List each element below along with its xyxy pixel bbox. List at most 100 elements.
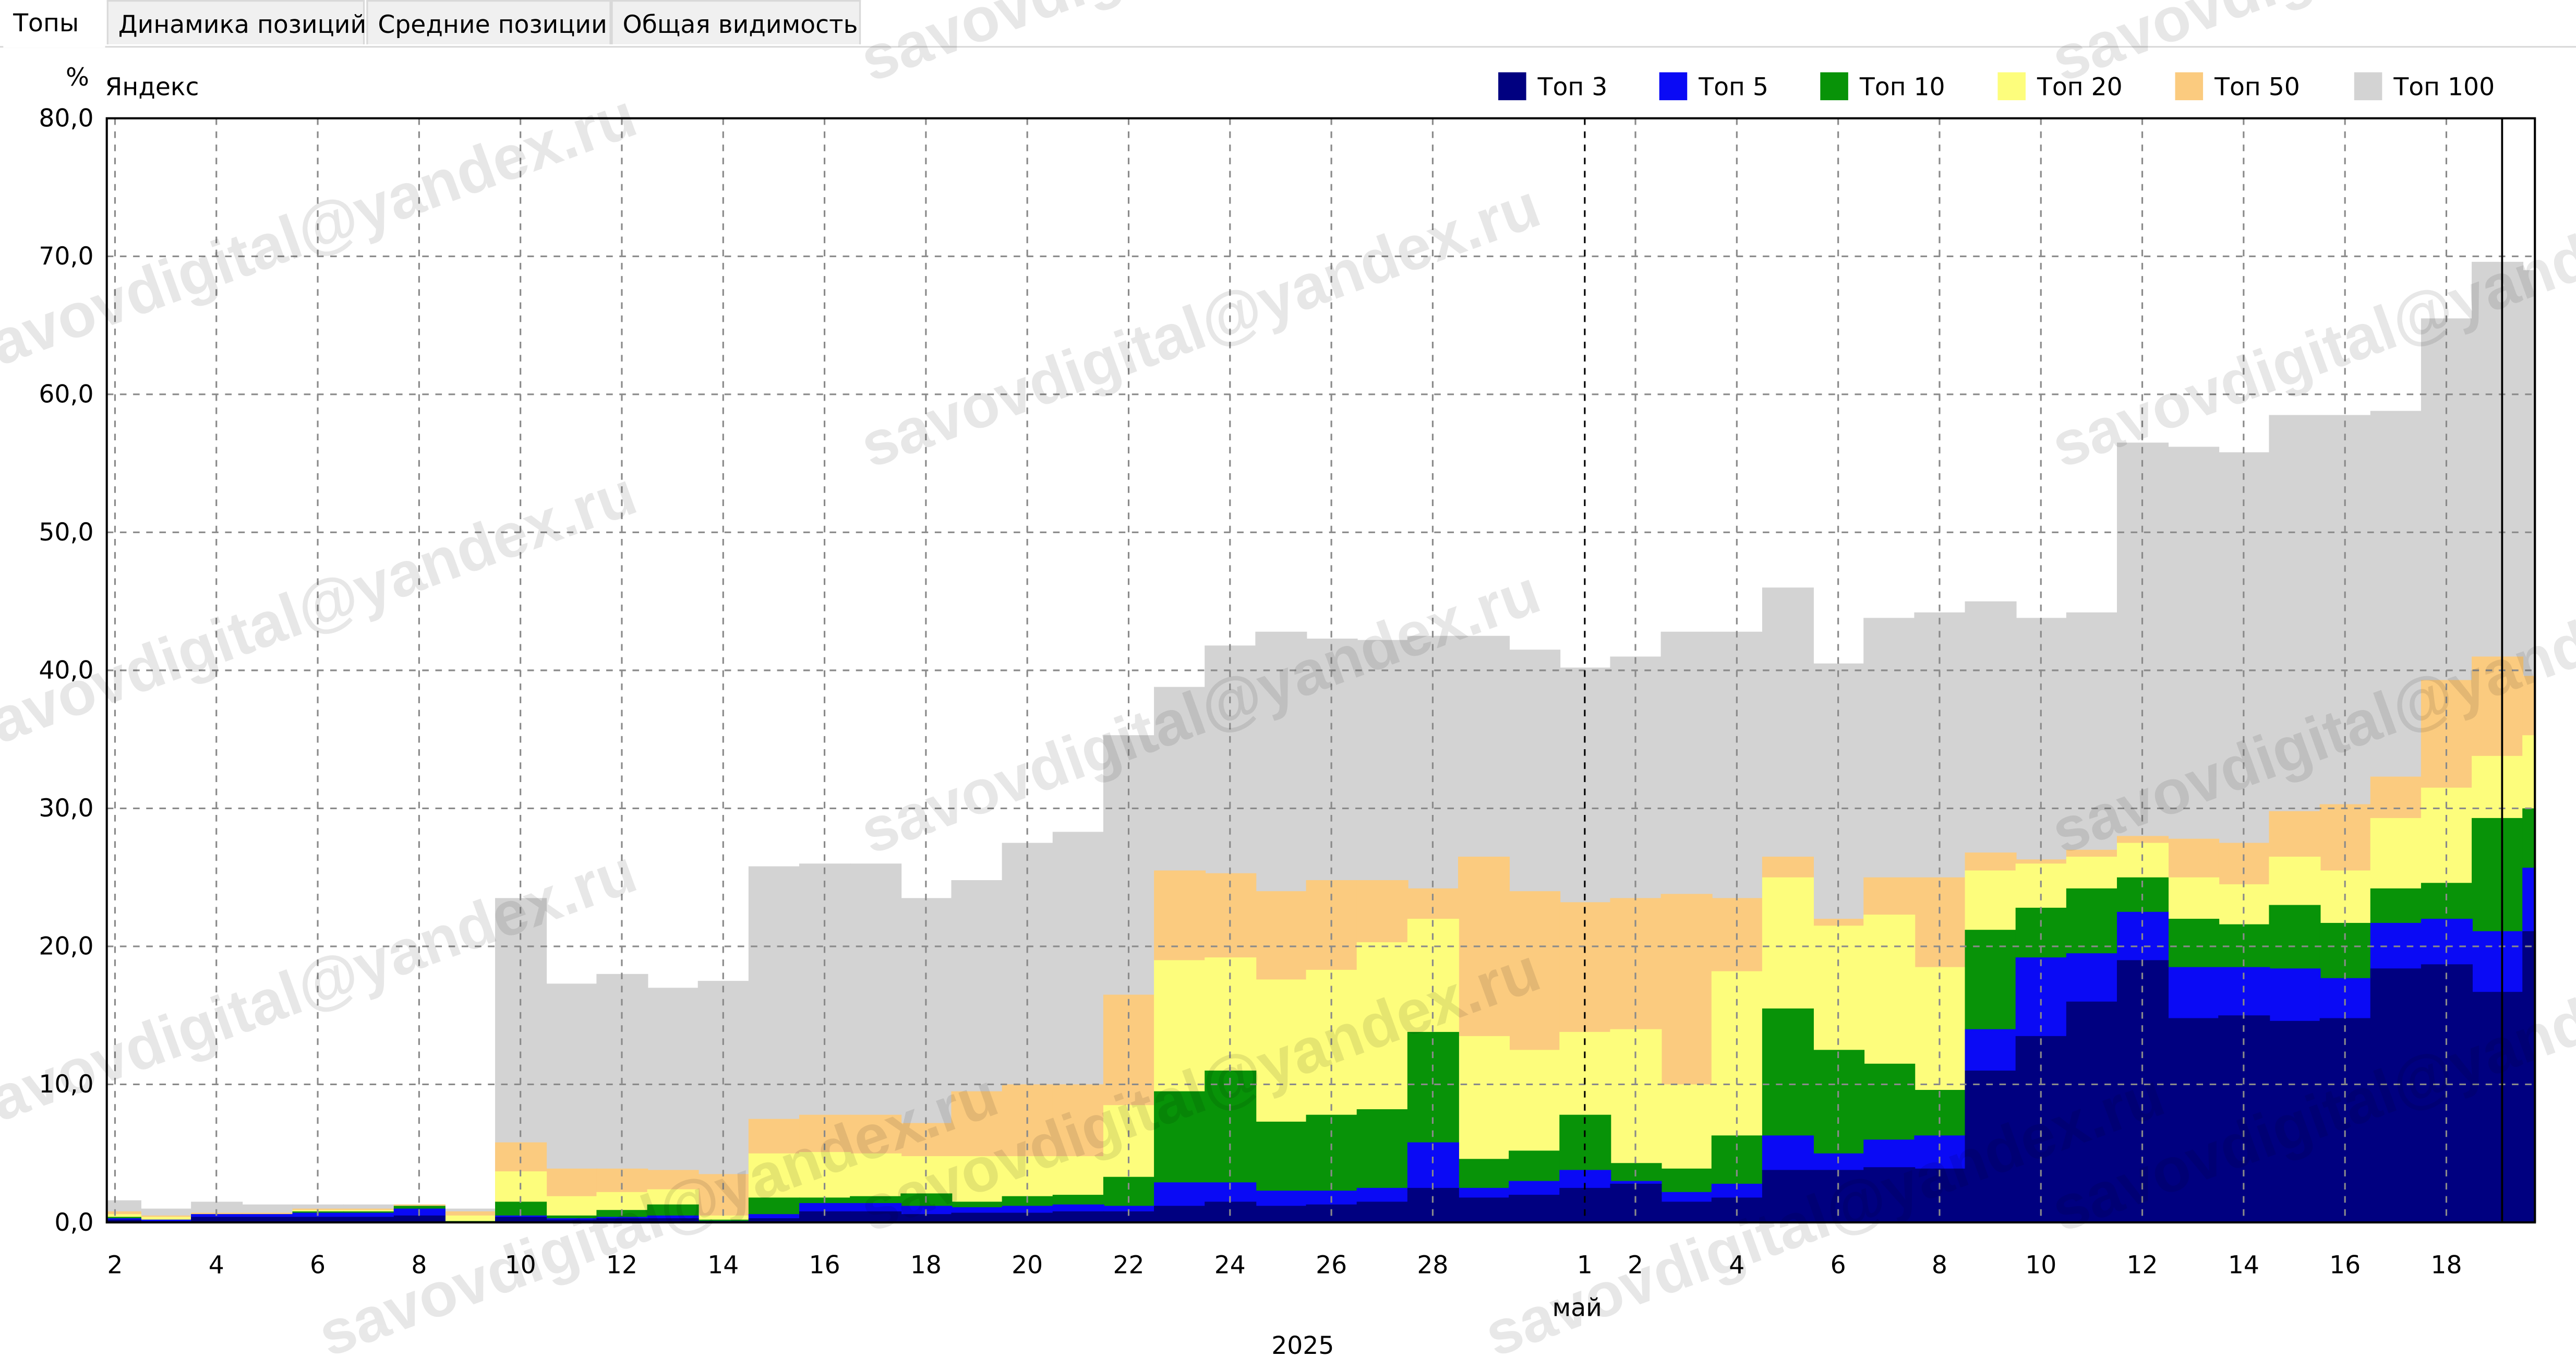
legend-swatch [2175,72,2204,101]
x-tick-label: 10 [505,1251,536,1280]
bar-segment [2370,968,2422,1223]
legend-swatch [2354,72,2382,101]
bar-segment [1458,1197,1510,1223]
bar-segment [292,1217,344,1223]
legend-label: Топ 10 [1859,73,1945,102]
legend: Топ 3 Топ 5 Топ 10 Топ 20 Топ 50 Топ 100 [1498,72,2495,102]
bar-segment [2269,1020,2321,1223]
bar-segment [900,1214,953,1223]
x-tick-label: 6 [1831,1251,1846,1280]
legend-label: Топ 50 [2214,73,2300,102]
x-axis-year-label: 2025 [1271,1331,1334,1357]
watermark-text: savovdigital@yandex.ru [851,171,1548,481]
x-tick-label: 20 [1012,1251,1043,1280]
series-топ-3 [106,931,2536,1223]
watermark-text: savovdigital@yandex.ru [2043,0,2576,95]
x-tick-label: 26 [1316,1251,1347,1280]
y-tick-label: 70,0 [39,242,93,271]
bar-segment [343,1217,395,1223]
legend-item: Топ 100 [2354,72,2495,102]
y-tick-label: 60,0 [39,380,93,409]
bar-segment [1762,1170,1814,1223]
x-tick-label: 8 [1932,1251,1947,1280]
bar-segment [1255,1206,1307,1223]
x-tick-label: 14 [707,1251,739,1280]
legend-label: Топ 20 [2037,73,2123,102]
legend-swatch [1498,72,1526,101]
x-tick-label: 16 [809,1251,840,1280]
bar-segment [647,1218,699,1223]
bar-segment [1965,1071,2017,1223]
bar-segment [1660,1202,1713,1223]
legend-item: Топ 50 [2175,72,2300,102]
y-tick-label: 20,0 [39,932,93,961]
plot-frame [105,117,2536,1224]
bar-segment [2472,992,2524,1223]
legend-item: Топ 5 [1659,72,1768,102]
bar-segment [1407,1187,1459,1223]
bar-segment [546,1219,598,1223]
x-tick-label: 12 [606,1251,637,1280]
x-tick-label: 24 [1214,1251,1246,1280]
bar-segment [748,1218,800,1223]
tab-bar: Топы Динамика позиций Средние позиции Об… [0,0,2576,48]
y-tick-label: 80,0 [39,104,93,133]
tab-tops[interactable]: Топы [3,0,105,48]
grid [106,118,2535,1223]
bar-segment [106,1219,141,1223]
x-tick-label: 18 [910,1251,942,1280]
legend-label: Топ 3 [1537,73,1608,102]
x-tick-label: 8 [411,1251,427,1280]
bar-segment [799,1211,851,1223]
bar-segment [1509,1195,1561,1223]
x-tick-label: 2 [1628,1251,1643,1280]
bar-segment [444,1215,496,1223]
x-tick-label: 4 [209,1251,224,1280]
legend-item: Топ 20 [1997,72,2123,102]
y-tick-label: 50,0 [39,518,93,547]
x-tick-label: 6 [310,1251,326,1280]
y-tick-label: 40,0 [39,656,93,685]
watermark-text: savovdigital@yandex.ru [851,0,1548,95]
watermark-text: savovdigital@yandex.ru [0,458,645,768]
x-tick-label: 18 [2430,1251,2462,1280]
y-tick-label: 10,0 [39,1070,93,1099]
x-tick-label: 2 [107,1251,123,1280]
bar-segment [1103,1211,1155,1223]
tab-position-dynamics[interactable]: Динамика позиций [106,0,366,45]
x-tick-label: 22 [1113,1251,1144,1280]
tab-average-positions[interactable]: Средние позиции [366,0,611,45]
legend-label: Топ 100 [2393,73,2495,102]
bar-segment [596,1218,648,1223]
bar-segment [242,1217,294,1223]
legend-label: Топ 5 [1698,73,1768,102]
bar-segment [191,1217,243,1223]
x-tick-label: 12 [2127,1251,2158,1280]
bar-segment [1610,1183,1662,1223]
month-label: май [1552,1294,1602,1323]
bar-segment [951,1212,1003,1223]
legend-swatch [1659,72,1688,101]
legend-swatch [1820,72,1848,101]
legend-item: Топ 3 [1498,72,1608,102]
legend-swatch [1997,72,2026,101]
bar-segment [2168,1018,2220,1223]
x-tick-label: 4 [1729,1251,1744,1280]
chart-title: Яндекс [105,73,199,102]
y-tick-label: 30,0 [39,794,93,823]
tab-overall-visibility[interactable]: Общая видимость [611,0,861,45]
bar-segment [1863,1167,1916,1223]
bar-segment [1154,1206,1206,1223]
bar-segment [2522,931,2536,1223]
bar-segment [850,1211,902,1223]
bar-segment [2066,1001,2118,1223]
y-unit-label: % [66,63,89,92]
bar-segment [1002,1212,1054,1223]
x-tick-label: 28 [1417,1251,1448,1280]
watermark-text: savovdigital@yandex.ru [0,80,645,391]
bar-segment [1052,1211,1104,1223]
bar-segment [1356,1202,1409,1223]
legend-item: Топ 10 [1820,72,1945,102]
